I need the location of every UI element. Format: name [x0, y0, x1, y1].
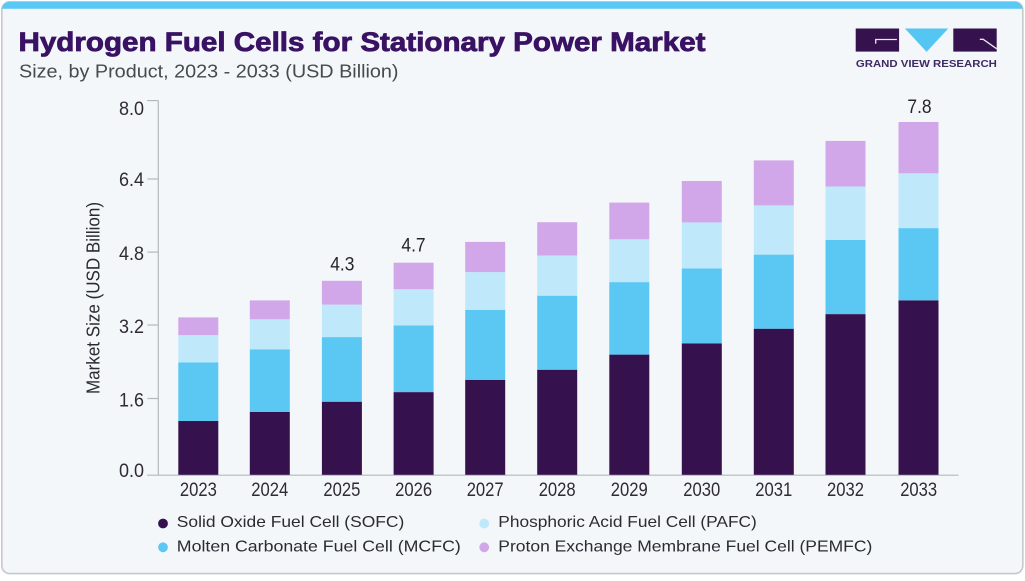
- svg-text:2029: 2029: [611, 480, 648, 501]
- svg-text:Solid Oxide Fuel Cell (SOFC): Solid Oxide Fuel Cell (SOFC): [177, 514, 404, 531]
- svg-text:Phosphoric Acid Fuel Cell (PAF: Phosphoric Acid Fuel Cell (PAFC): [498, 514, 757, 531]
- svg-text:2024: 2024: [251, 480, 288, 501]
- svg-text:Proton Exchange Membrane Fuel: Proton Exchange Membrane Fuel Cell (PEMF…: [498, 538, 872, 555]
- svg-text:7.8: 7.8: [907, 97, 931, 118]
- svg-text:2026: 2026: [395, 480, 432, 501]
- svg-text:4.3: 4.3: [330, 254, 354, 275]
- svg-text:2028: 2028: [539, 480, 576, 501]
- svg-text:1.6: 1.6: [119, 390, 144, 411]
- svg-text:2031: 2031: [755, 480, 792, 501]
- svg-text:8.0: 8.0: [119, 99, 144, 120]
- svg-text:2033: 2033: [900, 480, 937, 501]
- svg-text:2023: 2023: [180, 480, 217, 501]
- svg-text:2025: 2025: [323, 480, 360, 501]
- svg-text:3.2: 3.2: [119, 317, 144, 338]
- svg-text:Hydrogen Fuel Cells for Statio: Hydrogen Fuel Cells for Stationary Power…: [19, 27, 706, 57]
- svg-text:2030: 2030: [683, 480, 720, 501]
- svg-text:Market Size (USD Billion): Market Size (USD Billion): [84, 202, 104, 394]
- svg-text:0.0: 0.0: [119, 461, 144, 482]
- svg-text:GRAND VIEW RESEARCH: GRAND VIEW RESEARCH: [856, 59, 997, 70]
- svg-text:4.7: 4.7: [401, 235, 425, 256]
- svg-text:2027: 2027: [467, 480, 504, 501]
- svg-text:6.4: 6.4: [119, 170, 144, 191]
- svg-text:4.8: 4.8: [119, 244, 144, 265]
- svg-text:Size, by Product, 2023 - 2033: Size, by Product, 2023 - 2033 (USD Billi…: [19, 61, 398, 82]
- svg-text:2032: 2032: [827, 480, 864, 501]
- svg-text:Molten Carbonate Fuel Cell (MC: Molten Carbonate Fuel Cell (MCFC): [177, 538, 461, 555]
